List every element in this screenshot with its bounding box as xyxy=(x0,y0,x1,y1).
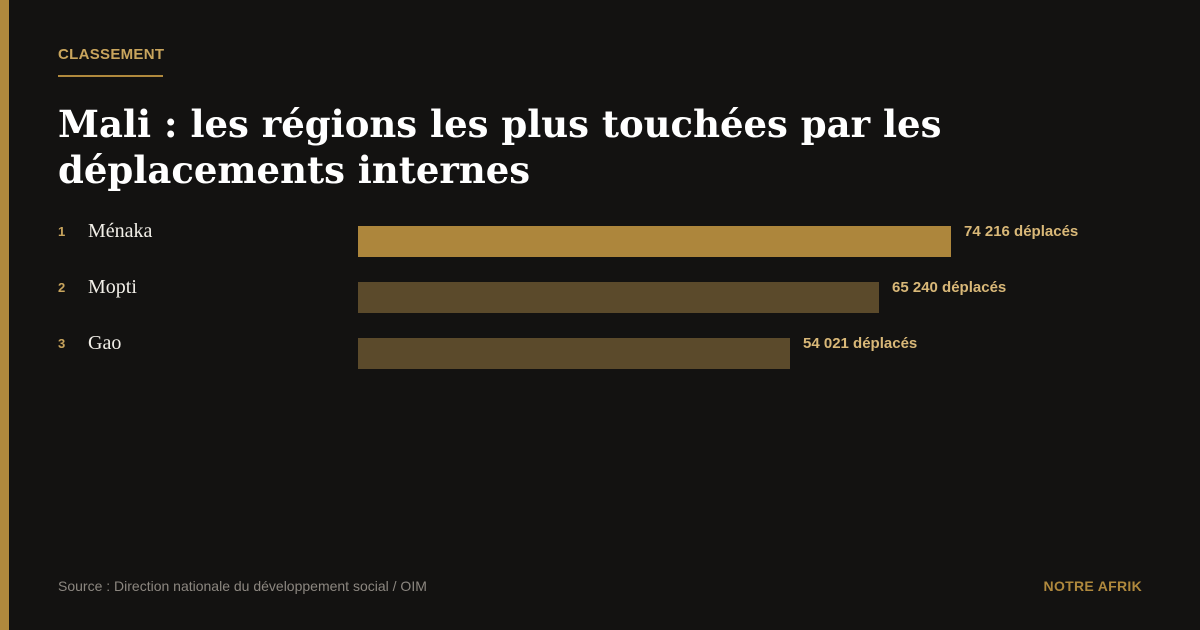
region-label: Ménaka xyxy=(88,220,153,242)
bar-value-label: 74 216 déplacés xyxy=(964,223,1079,240)
bar xyxy=(358,338,790,369)
rank-number: 3 xyxy=(58,336,66,351)
chart-title: Mali : les régions les plus touchées par… xyxy=(58,102,942,192)
section-kicker: CLASSEMENT xyxy=(58,46,165,63)
region-label: Gao xyxy=(88,332,122,354)
bar xyxy=(358,226,951,257)
bar-value-label: 65 240 déplacés xyxy=(892,279,1007,296)
source-note: Source : Direction nationale du développ… xyxy=(58,578,427,594)
rank-number: 1 xyxy=(58,224,66,239)
kicker-underline xyxy=(58,75,163,77)
bar-value-label: 54 021 déplacés xyxy=(803,335,918,352)
region-label: Mopti xyxy=(88,276,137,298)
brand-logo-text: NOTRE AFRIK xyxy=(1043,578,1142,594)
accent-stripe xyxy=(0,0,9,630)
rank-number: 2 xyxy=(58,280,66,295)
bar xyxy=(358,282,879,313)
